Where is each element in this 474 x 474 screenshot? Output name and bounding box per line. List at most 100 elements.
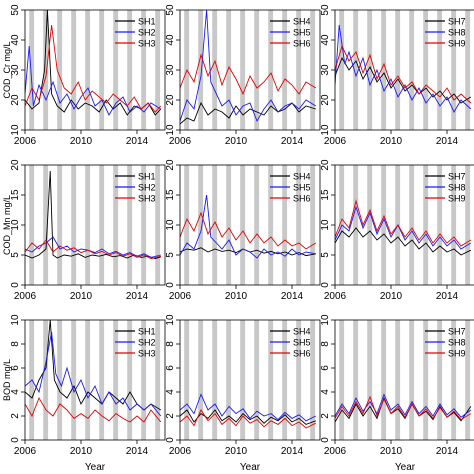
y-tick-label: 0 <box>10 437 21 443</box>
y-tick-label: 30 <box>320 64 331 76</box>
season-band <box>254 165 260 285</box>
x-tick-label: 2006 <box>169 136 192 147</box>
y-tick-label: 6 <box>10 365 21 371</box>
season-band <box>198 165 204 285</box>
season-band <box>155 10 161 130</box>
series-line-sh8 <box>335 393 472 418</box>
series-line-sh4 <box>180 101 316 125</box>
season-band <box>212 10 218 130</box>
x-tick-label: 2010 <box>225 136 248 147</box>
series-line-sh9 <box>335 395 472 421</box>
season-band <box>465 10 471 130</box>
y-tick-label: 0 <box>165 437 176 443</box>
season-band <box>437 165 443 285</box>
x-tick-label: 2010 <box>70 136 93 147</box>
y-tick-label: 4 <box>320 389 331 395</box>
series-line-sh5 <box>180 393 316 422</box>
season-band <box>367 320 373 440</box>
series-line-sh5 <box>180 10 317 123</box>
season-band <box>409 320 415 440</box>
legend-label-sh1: SH1 <box>138 172 156 182</box>
series-line-sh6 <box>180 53 317 96</box>
season-band <box>240 10 246 130</box>
x-tick-label: 2014 <box>126 446 149 457</box>
y-tick-label: 10 <box>320 314 331 326</box>
season-band <box>113 10 119 130</box>
y-tick-label: 6 <box>165 365 176 371</box>
legend-label-sh9: SH9 <box>448 349 466 359</box>
season-band <box>254 10 260 130</box>
legend-label-sh9: SH9 <box>448 39 466 49</box>
season-band <box>71 320 77 440</box>
y-tick-label: 4 <box>10 389 21 395</box>
y-tick-label: 2 <box>320 413 331 419</box>
season-band <box>296 320 302 440</box>
season-band <box>113 165 119 285</box>
season-band <box>310 320 316 440</box>
x-axis-label: Year <box>240 462 261 473</box>
y-tick-label: 8 <box>10 341 21 347</box>
y-tick-label: 40 <box>320 34 331 46</box>
season-band <box>451 10 457 130</box>
season-band <box>127 10 133 130</box>
season-band <box>127 165 133 285</box>
season-band <box>240 320 246 440</box>
season-band <box>381 10 387 130</box>
y-tick-label: 40 <box>165 34 176 46</box>
season-band <box>43 10 49 130</box>
y-tick-label: 10 <box>10 314 21 326</box>
season-band <box>254 320 260 440</box>
season-band <box>310 10 316 130</box>
season-band <box>353 165 359 285</box>
legend-label-sh6: SH6 <box>293 39 311 49</box>
y-tick-label: 4 <box>165 389 176 395</box>
season-band <box>268 320 274 440</box>
y-tick-label: 5 <box>10 252 21 258</box>
season-band <box>212 165 218 285</box>
y-tick-label: 30 <box>10 64 21 76</box>
legend-label-sh7: SH7 <box>448 327 466 337</box>
season-band <box>99 10 105 130</box>
y-tick-label: 6 <box>320 365 331 371</box>
x-tick-label: 2014 <box>281 446 304 457</box>
series-line-sh7 <box>335 227 471 256</box>
y-tick-label: 10 <box>320 219 331 231</box>
series-line-sh3 <box>25 239 161 260</box>
x-tick-label: 2014 <box>281 291 304 302</box>
legend-label-sh2: SH2 <box>138 28 156 38</box>
legend-label-sh3: SH3 <box>138 39 156 49</box>
season-band <box>155 320 161 440</box>
x-tick-label: 2014 <box>126 291 149 302</box>
season-band <box>127 320 133 440</box>
y-tick-label: 20 <box>320 159 331 171</box>
series-line-sh6 <box>180 409 316 429</box>
season-band <box>198 10 204 130</box>
y-tick-label: 10 <box>10 124 21 136</box>
season-band <box>423 10 429 130</box>
x-tick-label: 2006 <box>324 291 347 302</box>
season-band <box>282 320 288 440</box>
plot-frame <box>334 319 474 441</box>
y-tick-label: 10 <box>165 219 176 231</box>
season-band <box>85 165 91 285</box>
season-band <box>226 320 232 440</box>
x-tick-label: 2010 <box>380 136 403 147</box>
season-band <box>99 165 105 285</box>
season-band <box>353 320 359 440</box>
y-axis-label: COD_Cr mg/L <box>2 41 12 98</box>
season-band <box>141 165 147 285</box>
y-tick-label: 10 <box>165 124 176 136</box>
series-line-sh3 <box>25 396 162 423</box>
y-tick-label: 15 <box>165 189 176 201</box>
season-band <box>423 320 429 440</box>
x-tick-label: 2014 <box>436 291 459 302</box>
season-band <box>226 10 232 130</box>
season-band <box>409 10 415 130</box>
legend-label-sh4: SH4 <box>293 327 311 337</box>
season-band <box>339 320 345 440</box>
x-axis-label: Year <box>395 462 416 473</box>
series-line-sh8 <box>335 205 472 250</box>
legend-label-sh5: SH5 <box>293 183 311 193</box>
